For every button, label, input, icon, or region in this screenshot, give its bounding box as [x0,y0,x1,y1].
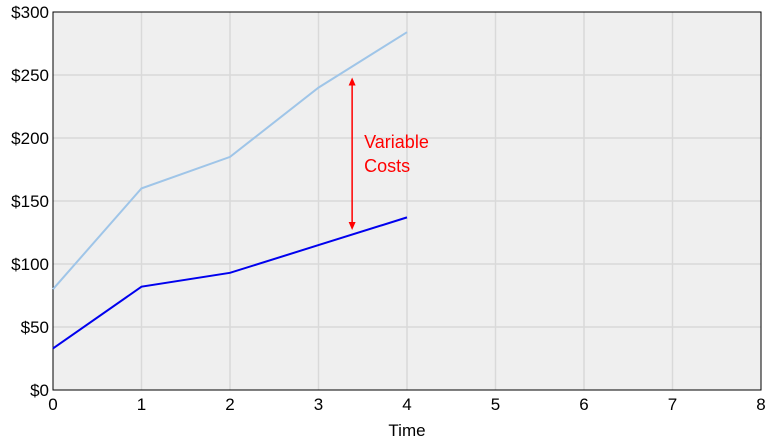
x-tick-label: 0 [48,395,57,414]
y-tick-label: $0 [30,381,49,400]
x-tick-label: 2 [225,395,234,414]
x-tick-label: 4 [402,395,411,414]
x-axis-title: Time [388,421,425,440]
y-tick-label: $150 [11,192,49,211]
x-tick-label: 3 [314,395,323,414]
x-axis-ticks: 0 1 2 3 4 5 6 7 8 [48,395,765,414]
annotation-label-line: Costs [364,156,410,176]
x-tick-label: 1 [137,395,146,414]
y-axis-ticks: $0 $50 $100 $150 $200 $250 $300 [11,3,49,400]
y-tick-label: $300 [11,3,49,22]
x-tick-label: 6 [579,395,588,414]
y-tick-label: $100 [11,255,49,274]
series-line-1 [52,31,408,290]
x-tick-label: 5 [491,395,500,414]
series-group [52,31,408,350]
y-tick-label: $50 [21,318,49,337]
annotation-arrowhead-bottom [348,221,356,230]
y-tick-label: $250 [11,66,49,85]
x-tick-label: 7 [668,395,677,414]
series-line-2 [52,216,408,350]
plot-frame [52,11,762,391]
y-tick-label: $200 [11,129,49,148]
grid-lines [52,11,762,391]
x-tick-label: 8 [756,395,765,414]
annotation-arrowhead-top [348,77,356,86]
annotation-group: Variable Costs [348,77,429,230]
annotation-label-line: Variable [364,132,429,152]
